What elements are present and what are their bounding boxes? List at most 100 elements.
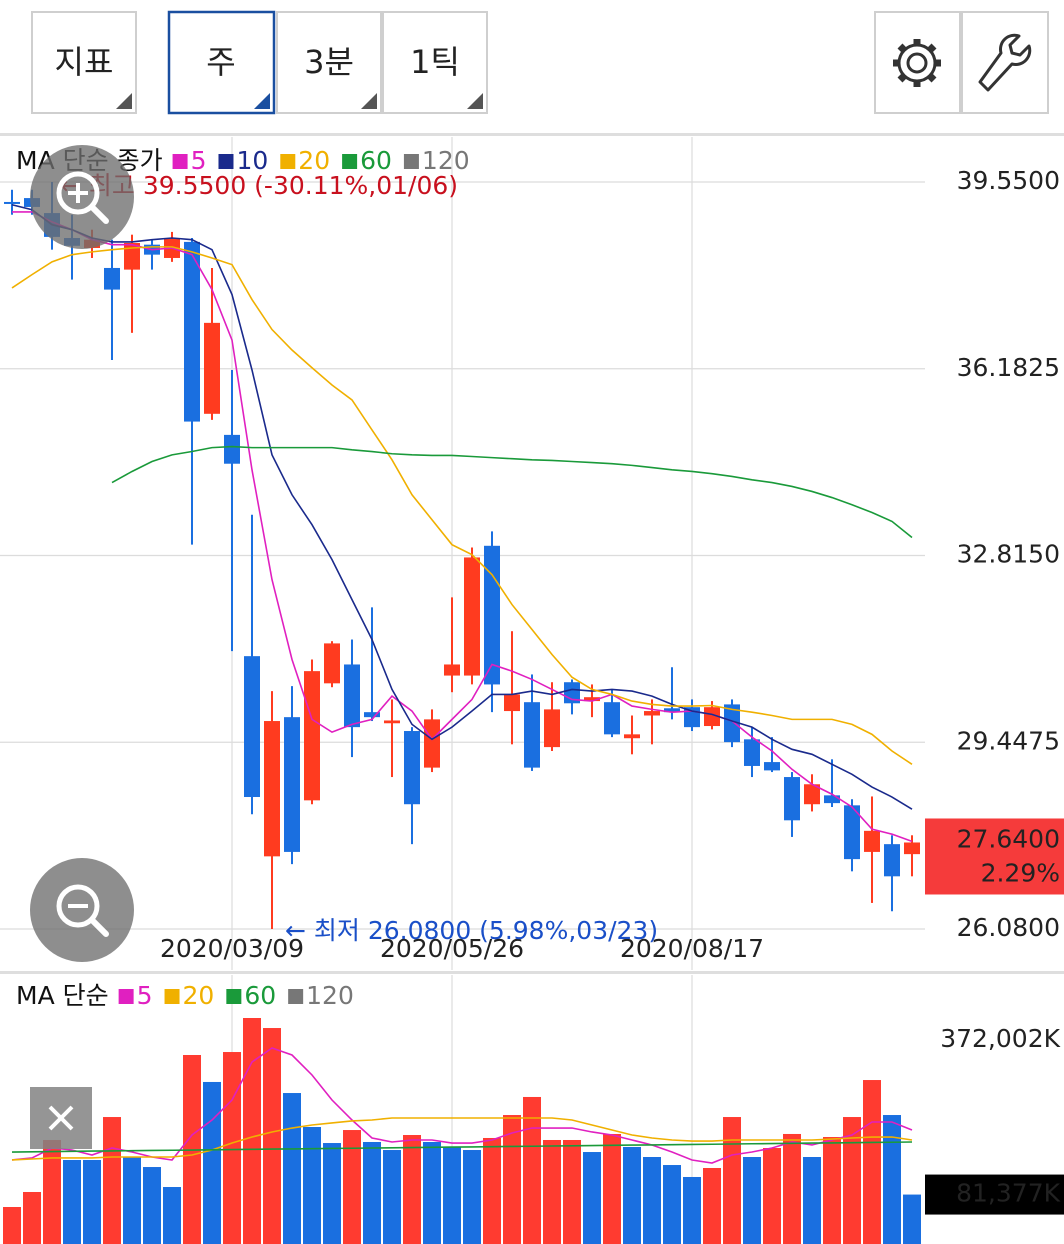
candle-body bbox=[604, 702, 620, 735]
toolbar-button[interactable]: 1틱 bbox=[382, 11, 488, 114]
volume-bar bbox=[83, 1159, 101, 1244]
ma-line bbox=[11, 1047, 913, 1164]
toolbar-button[interactable]: 지표 bbox=[31, 11, 137, 114]
volume-bar bbox=[723, 1117, 741, 1244]
volume-bar bbox=[823, 1137, 841, 1244]
volume-bar bbox=[3, 1207, 21, 1244]
y-tick-label: 32.8150 bbox=[957, 540, 1060, 569]
candle-body bbox=[444, 664, 460, 676]
candle-body bbox=[184, 241, 200, 422]
volume-bar bbox=[43, 1139, 61, 1244]
last-price-label: 27.6400 bbox=[957, 824, 1060, 853]
volume-bar bbox=[643, 1157, 661, 1244]
candle-body bbox=[624, 734, 640, 739]
candle-body bbox=[204, 322, 220, 414]
panel-divider bbox=[0, 971, 1064, 974]
candle-body bbox=[584, 697, 600, 702]
x-tick-label: 2020/05/26 bbox=[380, 934, 524, 963]
volume-bar bbox=[883, 1115, 901, 1244]
x-tick-label: 2020/08/17 bbox=[620, 934, 764, 963]
candle-body bbox=[404, 731, 420, 805]
zoom-in-button[interactable] bbox=[30, 145, 134, 249]
toolbar-button[interactable]: 3분 bbox=[276, 11, 382, 114]
candle-body bbox=[744, 739, 760, 766]
candle-body bbox=[504, 694, 520, 712]
candle-body bbox=[324, 643, 340, 684]
candle-body bbox=[224, 434, 240, 464]
y-tick-label: 39.5500 bbox=[957, 166, 1060, 195]
legend-swatch bbox=[342, 154, 358, 169]
legend-label: 10 bbox=[236, 146, 268, 175]
volume-bar bbox=[63, 1159, 81, 1244]
ma-line bbox=[11, 246, 913, 765]
volume-bar bbox=[323, 1143, 341, 1244]
volume-bar bbox=[803, 1157, 821, 1244]
button-label: 1틱 bbox=[410, 43, 460, 81]
candle-body bbox=[904, 842, 920, 855]
candle-body bbox=[124, 243, 140, 270]
candle-body bbox=[784, 777, 800, 821]
volume-bar bbox=[103, 1117, 121, 1244]
volume-bar bbox=[603, 1133, 621, 1244]
volume-bar bbox=[543, 1139, 561, 1244]
candle-body bbox=[264, 721, 280, 857]
zoom-out-button[interactable] bbox=[30, 858, 134, 962]
candle-body bbox=[104, 267, 120, 290]
candle-body bbox=[844, 805, 860, 860]
volume-bar bbox=[523, 1096, 541, 1244]
volume-bar bbox=[23, 1191, 41, 1244]
volume-bar bbox=[443, 1146, 461, 1244]
legend-swatch bbox=[164, 989, 180, 1004]
volume-bar bbox=[243, 1018, 261, 1244]
volume-bar bbox=[423, 1141, 441, 1244]
candle-body bbox=[4, 201, 20, 204]
volume-bar bbox=[343, 1130, 361, 1244]
volume-bar bbox=[483, 1137, 501, 1244]
legend-swatch bbox=[218, 154, 234, 169]
legend-label: 5 bbox=[191, 146, 207, 175]
candle-body bbox=[764, 762, 780, 771]
legend-swatch bbox=[280, 154, 296, 169]
volume-bar bbox=[143, 1167, 161, 1244]
volume-bar bbox=[763, 1148, 781, 1244]
y-tick-label: 36.1825 bbox=[957, 353, 1060, 382]
volume-bar bbox=[683, 1176, 701, 1244]
volume-bar bbox=[163, 1187, 181, 1244]
y-tick-label: 29.4475 bbox=[957, 726, 1060, 755]
ma-line bbox=[11, 203, 913, 810]
annotation: ← 최저 26.0800 (5.98%,03/23) bbox=[285, 916, 658, 945]
toolbar-button-selected[interactable]: 주 bbox=[167, 10, 276, 115]
close-button[interactable] bbox=[30, 1087, 92, 1149]
y-tick-label: 372,002K bbox=[940, 1024, 1060, 1053]
volume-bar bbox=[203, 1081, 221, 1244]
candle-body bbox=[724, 704, 740, 743]
button-label: 지표 bbox=[55, 43, 114, 81]
legend-swatch bbox=[403, 154, 419, 169]
volume-bar bbox=[123, 1157, 141, 1244]
ma-line bbox=[12, 211, 913, 843]
volume-bar bbox=[583, 1152, 601, 1244]
tools-button[interactable] bbox=[961, 11, 1049, 114]
legend-label: 20 bbox=[183, 981, 215, 1010]
volume-bar bbox=[383, 1150, 401, 1244]
volume-bar bbox=[223, 1052, 241, 1244]
volume-bar bbox=[663, 1165, 681, 1244]
volume-bar bbox=[743, 1157, 761, 1244]
y-tick-label: 26.0800 bbox=[957, 913, 1060, 942]
button-label: 주 bbox=[206, 43, 235, 81]
candle-body bbox=[344, 664, 360, 728]
legend-label: 60 bbox=[244, 981, 276, 1010]
volume-bar bbox=[283, 1093, 301, 1244]
legend-title: MA 단순 bbox=[16, 981, 109, 1010]
legend-swatch bbox=[118, 989, 134, 1004]
settings-button[interactable] bbox=[874, 11, 961, 114]
candle-body bbox=[544, 709, 560, 748]
legend-label: 5 bbox=[137, 981, 153, 1010]
candle-body bbox=[684, 707, 700, 728]
candle-body bbox=[644, 711, 660, 716]
legend-label: 60 bbox=[360, 146, 392, 175]
change-label: 2.29% bbox=[981, 858, 1060, 887]
legend-swatch bbox=[226, 989, 242, 1004]
last-price-box bbox=[925, 818, 1064, 895]
